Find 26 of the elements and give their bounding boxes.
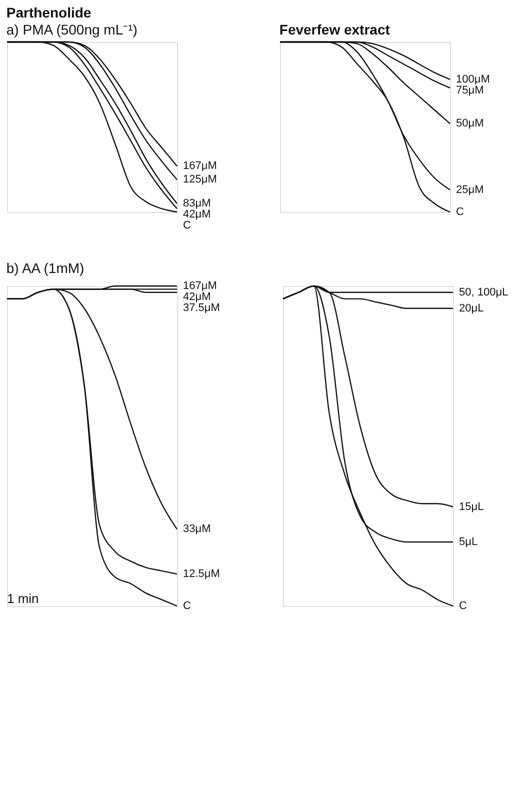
- chart-title: Feverfew extract: [279, 21, 390, 38]
- series-label: 100μM: [456, 73, 490, 86]
- series-label: C: [456, 206, 464, 218]
- series-label: 50μM: [456, 118, 484, 130]
- series-label: 12.5μM: [183, 568, 220, 580]
- series-label: C: [183, 220, 191, 232]
- series-label: C: [459, 600, 467, 612]
- series-label: 167μM: [183, 160, 217, 172]
- series-label: 125μM: [183, 174, 217, 186]
- chart-title: b) AA (1mM): [6, 260, 84, 276]
- series-label: 37.5μM: [183, 302, 220, 314]
- series-label: 83μM: [183, 198, 211, 210]
- series-label: 75μM: [456, 84, 484, 96]
- chart-title: Parthenolide: [6, 4, 92, 20]
- series-label: 42μM: [183, 291, 211, 303]
- series-label: 167μM: [183, 280, 217, 292]
- series-label: C: [183, 600, 191, 612]
- series-label: 25μM: [456, 184, 484, 196]
- series-label: 5μL: [459, 536, 478, 548]
- series-label: 42μM: [183, 208, 211, 220]
- chart-subtitle: a) PMA (500ng mL⁻¹): [6, 21, 138, 38]
- series-label: 15μL: [459, 500, 484, 513]
- series-label: 20μL: [459, 302, 484, 314]
- series-label: 33μM: [183, 523, 211, 536]
- series-label: 50, 100μL: [459, 286, 508, 298]
- annotation: 1 min: [7, 591, 39, 606]
